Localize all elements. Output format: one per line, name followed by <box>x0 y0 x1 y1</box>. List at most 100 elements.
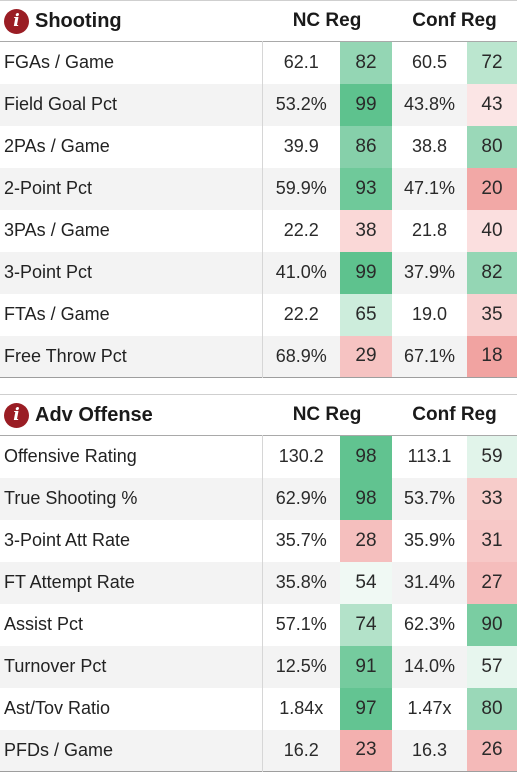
conf-reg-value: 53.7% <box>403 488 456 508</box>
nc-reg-value: 12.5% <box>275 656 327 676</box>
nc-reg-value: 57.1% <box>275 614 327 634</box>
nc-reg-value: 22.2 <box>283 220 319 240</box>
conf-reg-percentile: 26 <box>467 729 517 772</box>
table-row: Ast/Tov Ratio 1.84x 97 1.47x 80 <box>0 687 517 730</box>
conf-reg-value: 14.0% <box>403 656 456 676</box>
conf-reg-value: 113.1 <box>407 446 452 467</box>
conf-reg-value: 16.3 <box>411 739 448 760</box>
nc-reg-percentile: 65 <box>340 293 392 336</box>
nc-reg-value: 35.8% <box>275 572 327 592</box>
conf-reg-percentile: 90 <box>467 603 517 646</box>
nc-reg-percentile: 23 <box>340 729 392 772</box>
nc-reg-value: 22.2 <box>283 304 319 324</box>
nc-reg-value: 1.84x <box>279 698 324 718</box>
table-row: Turnover Pct 12.5% 91 14.0% 57 <box>0 645 517 688</box>
conf-reg-value: 35.9% <box>403 530 456 550</box>
conf-reg-value: 19.0 <box>411 304 448 324</box>
conf-reg-percentile: 80 <box>467 687 517 730</box>
nc-reg-value: 53.2% <box>275 94 327 114</box>
stat-label: FTAs / Game <box>0 293 263 336</box>
conf-reg-value: 31.4% <box>403 572 456 592</box>
conf-reg-percentile: 33 <box>467 477 517 520</box>
section-title-text: Adv Offense <box>35 403 153 426</box>
nc-reg-value: 130.2 <box>278 446 324 467</box>
conf-reg-value: 43.8% <box>403 94 456 114</box>
conf-reg-value: 37.9% <box>403 262 456 282</box>
conf-reg-percentile: 59 <box>467 435 517 478</box>
conf-reg-percentile: 72 <box>467 41 517 84</box>
stat-label: Ast/Tov Ratio <box>0 687 263 730</box>
nc-reg-percentile: 98 <box>340 435 392 478</box>
conf-reg-percentile: 57 <box>467 645 517 688</box>
stat-label: Assist Pct <box>0 603 263 646</box>
stat-label: 2PAs / Game <box>0 125 263 168</box>
conf-reg-percentile: 31 <box>467 519 517 562</box>
nc-reg-value: 16.2 <box>283 739 319 760</box>
conf-reg-percentile: 80 <box>467 125 517 168</box>
conf-reg-value: 38.8 <box>411 136 448 156</box>
conf-reg-value: 62.3% <box>403 614 456 634</box>
stat-label: 3-Point Att Rate <box>0 519 263 562</box>
nc-reg-value: 35.7% <box>275 530 327 550</box>
info-icon[interactable]: i <box>4 8 29 34</box>
stats-table-shooting: i Shooting NC Reg Conf Reg FGAs / Game 62.1 82… <box>0 0 517 378</box>
nc-reg-percentile: 97 <box>340 687 392 730</box>
nc-reg-percentile: 91 <box>340 645 392 688</box>
conf-reg-value: 60.5 <box>411 52 448 73</box>
stat-label: PFDs / Game <box>0 729 263 772</box>
conf-reg-value: 21.8 <box>411 220 448 240</box>
nc-reg-value: 39.9 <box>283 136 319 156</box>
conf-reg-percentile: 40 <box>467 209 517 252</box>
section-header: i Adv Offense NC Reg Conf Reg <box>0 394 517 436</box>
stat-label: 2-Point Pct <box>0 167 263 210</box>
stat-label: 3-Point Pct <box>0 251 263 294</box>
table-row: 3PAs / Game 22.2 38 21.8 40 <box>0 209 517 252</box>
conf-reg-value: 67.1% <box>403 345 456 366</box>
stat-label: True Shooting % <box>0 477 263 520</box>
table-row: Field Goal Pct 53.2% 99 43.8% 43 <box>0 83 517 126</box>
conf-reg-value: 1.47x <box>407 698 452 718</box>
section-title: i Adv Offense <box>0 395 262 435</box>
table-row: PFDs / Game 16.2 23 16.3 26 <box>0 729 517 772</box>
conf-reg-percentile: 18 <box>467 335 517 378</box>
column-header-conf-reg[interactable]: Conf Reg <box>412 404 497 425</box>
table-row: FT Attempt Rate 35.8% 54 31.4% 27 <box>0 561 517 604</box>
nc-reg-percentile: 74 <box>340 603 392 646</box>
section-spacer <box>0 378 517 394</box>
stats-table-adv-offense: i Adv Offense NC Reg Conf Reg Offensive Rati… <box>0 394 517 772</box>
section-title-text: Shooting <box>35 9 122 32</box>
section-title: i Shooting <box>0 1 262 41</box>
stat-label: Turnover Pct <box>0 645 263 688</box>
nc-reg-percentile: 38 <box>340 209 392 252</box>
nc-reg-percentile: 28 <box>340 519 392 562</box>
table-row: 3-Point Pct 41.0% 99 37.9% 82 <box>0 251 517 294</box>
nc-reg-percentile: 86 <box>340 125 392 168</box>
nc-reg-value: 59.9% <box>275 178 327 198</box>
nc-reg-value: 68.9% <box>275 345 327 366</box>
info-icon[interactable]: i <box>4 402 29 428</box>
nc-reg-percentile: 82 <box>340 41 392 84</box>
column-header-nc-reg[interactable]: NC Reg <box>292 404 362 425</box>
conf-reg-percentile: 20 <box>467 167 517 210</box>
nc-reg-percentile: 99 <box>340 83 392 126</box>
conf-reg-percentile: 27 <box>467 561 517 604</box>
stat-label: Free Throw Pct <box>0 335 263 378</box>
table-row: FTAs / Game 22.2 65 19.0 35 <box>0 293 517 336</box>
column-header-conf-reg[interactable]: Conf Reg <box>412 10 497 31</box>
stat-label: Field Goal Pct <box>0 83 263 126</box>
table-row: 2-Point Pct 59.9% 93 47.1% 20 <box>0 167 517 210</box>
stat-label: FT Attempt Rate <box>0 561 263 604</box>
stat-label: Offensive Rating <box>0 435 263 478</box>
conf-reg-percentile: 43 <box>467 83 517 126</box>
nc-reg-percentile: 99 <box>340 251 392 294</box>
conf-reg-percentile: 35 <box>467 293 517 336</box>
table-row: Free Throw Pct 68.9% 29 67.1% 18 <box>0 335 517 378</box>
table-row: 3-Point Att Rate 35.7% 28 35.9% 31 <box>0 519 517 562</box>
section-header: i Shooting NC Reg Conf Reg <box>0 0 517 42</box>
nc-reg-value: 62.1 <box>283 52 319 73</box>
nc-reg-percentile: 98 <box>340 477 392 520</box>
table-row: 2PAs / Game 39.9 86 38.8 80 <box>0 125 517 168</box>
column-header-nc-reg[interactable]: NC Reg <box>292 10 362 31</box>
nc-reg-percentile: 54 <box>340 561 392 604</box>
